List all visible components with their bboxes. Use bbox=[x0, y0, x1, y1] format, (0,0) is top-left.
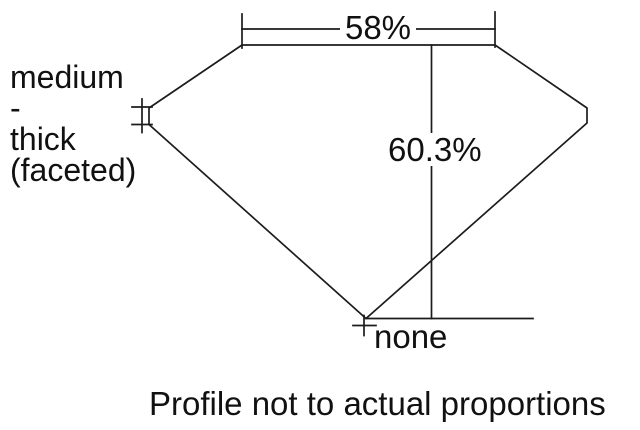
caption: Profile not to actual proportions bbox=[149, 385, 606, 422]
girdle-thickness-label: medium - thick (faceted) bbox=[10, 59, 137, 188]
girdle-label-line-3: thick bbox=[10, 121, 76, 157]
table-percentage-label: 58% bbox=[340, 11, 416, 44]
girdle-label-line-1: medium bbox=[10, 59, 124, 95]
girdle-tick-lower bbox=[131, 115, 153, 134]
depth-percentage-label: 60.3% bbox=[386, 131, 484, 168]
diamond-outline bbox=[148, 44, 588, 320]
girdle-label-line-2: - bbox=[10, 90, 21, 126]
girdle-tick-upper bbox=[131, 98, 153, 116]
culet-label: none bbox=[374, 318, 448, 355]
diagram-line-group bbox=[131, 11, 588, 337]
girdle-label-line-4: (faceted) bbox=[10, 152, 137, 188]
culet-tick bbox=[352, 314, 377, 337]
